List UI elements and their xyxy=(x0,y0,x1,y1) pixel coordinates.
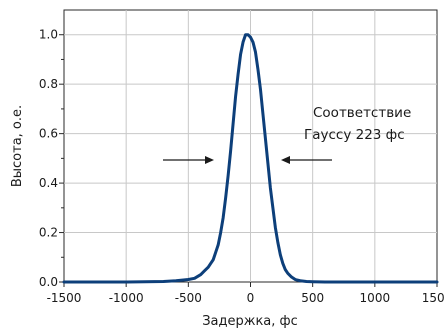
x-tick-label: 0 xyxy=(247,291,255,305)
left-arrow-head xyxy=(205,156,214,164)
x-tick-label: 1000 xyxy=(360,291,391,305)
y-tick-label: 0.8 xyxy=(39,77,58,91)
y-tick-label: 0.2 xyxy=(39,226,58,240)
x-tick-label: -1500 xyxy=(47,291,82,305)
series-line xyxy=(62,33,439,284)
y-axis-label: Высота, о.е. xyxy=(10,105,25,187)
x-tick-labels: -1500 -1000 -500 0 500 1000 1500 xyxy=(47,291,444,305)
x-axis-label: Задержка, фс xyxy=(202,314,298,329)
grid xyxy=(64,10,437,282)
y-tick-labels: 0.0 0.2 0.4 0.6 0.8 1.0 xyxy=(39,28,58,289)
y-tick-label: 0.6 xyxy=(39,127,58,141)
x-tick-label: -1000 xyxy=(109,291,144,305)
x-tick-label: -500 xyxy=(175,291,202,305)
x-tick-label: 1500 xyxy=(422,291,444,305)
y-tick-label: 0.0 xyxy=(39,275,58,289)
y-tick-label: 0.4 xyxy=(39,176,58,190)
axis-ticks xyxy=(59,34,438,287)
y-tick-label: 1.0 xyxy=(39,28,58,42)
right-arrow-head xyxy=(281,156,290,164)
annotation-line-2: Гауссу 223 фс xyxy=(304,127,405,143)
x-tick-label: 500 xyxy=(301,291,324,305)
annotation-line-1: Соответствие xyxy=(313,105,411,121)
